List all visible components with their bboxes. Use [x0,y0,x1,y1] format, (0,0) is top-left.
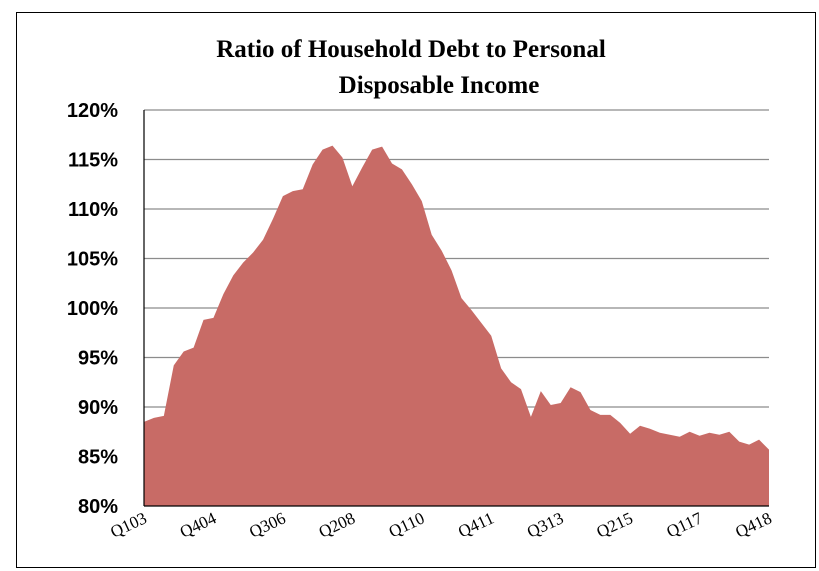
y-tick-label: 90% [78,397,118,419]
y-tick-label: 80% [78,496,118,518]
y-tick-label: 95% [78,348,118,370]
series-area [144,145,769,506]
x-tick-label: Q306 [246,508,288,541]
x-tick-label: Q404 [177,508,220,541]
y-tick-label: 85% [78,447,118,469]
y-tick-label: 120% [67,100,118,122]
x-tick-label: Q215 [594,508,636,541]
x-tick-label: Q411 [455,508,497,541]
x-tick-label: Q110 [386,508,428,541]
y-tick-label: 105% [67,249,118,271]
x-tick-label: Q418 [732,508,774,541]
x-tick-label: Q208 [316,508,358,541]
chart-frame: Ratio of Household Debt to Personal Disp… [16,12,816,568]
chart-title-line-2: Disposable Income [339,72,540,99]
chart-svg: Ratio of Household Debt to Personal Disp… [67,36,775,542]
plot-area [143,145,770,506]
y-tick-label: 100% [67,298,118,320]
chart-title-line-1: Ratio of Household Debt to Personal [216,36,606,63]
x-tick-label: Q117 [664,508,706,541]
x-tick-label: Q313 [524,508,566,541]
y-tick-label: 115% [68,150,118,172]
y-tick-label: 110% [68,199,118,221]
